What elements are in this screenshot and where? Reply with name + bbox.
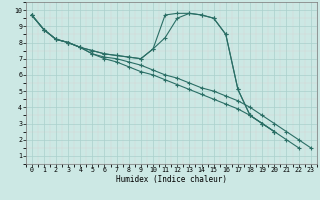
- X-axis label: Humidex (Indice chaleur): Humidex (Indice chaleur): [116, 175, 227, 184]
